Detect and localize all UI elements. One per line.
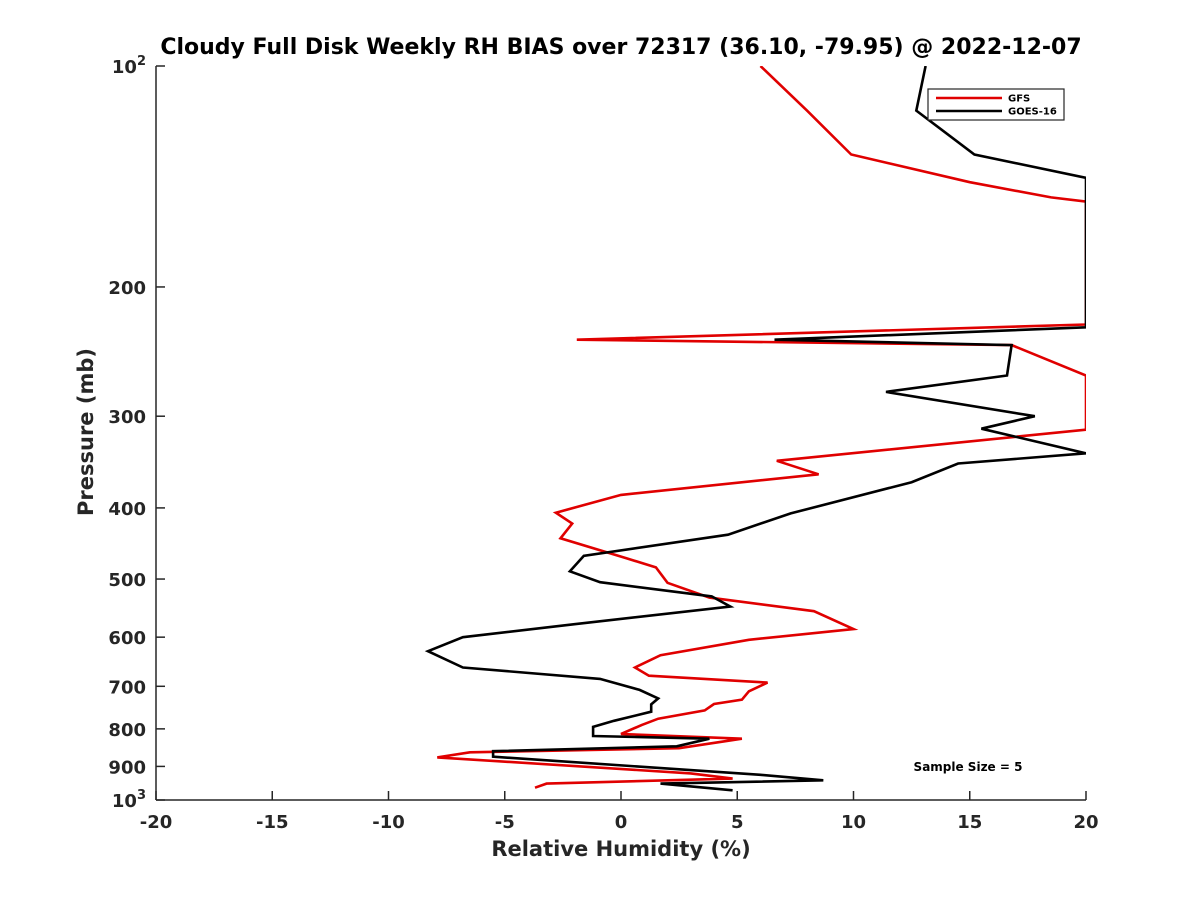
chart-title: Cloudy Full Disk Weekly RH BIAS over 723… xyxy=(160,35,1081,60)
x-tick-label: 20 xyxy=(1073,812,1098,833)
y-tick-label: 300 xyxy=(108,407,146,428)
y-tick-label: 500 xyxy=(108,570,146,591)
x-tick-label: 10 xyxy=(841,812,866,833)
legend-label: GOES-16 xyxy=(1008,107,1057,118)
y-tick-label: 900 xyxy=(108,757,146,778)
y-tick-label: 102 xyxy=(112,54,146,78)
y-tick-label: 600 xyxy=(108,628,146,649)
legend-label: GFS xyxy=(1008,94,1030,105)
y-tick-label: 800 xyxy=(108,720,146,741)
x-tick-label: -10 xyxy=(372,812,405,833)
series-line-goes-16 xyxy=(424,66,1086,792)
series-layer xyxy=(424,66,1086,792)
y-tick-label: 700 xyxy=(108,677,146,698)
y-axis-label: Pressure (mb) xyxy=(74,348,98,516)
plot-area xyxy=(156,66,1086,800)
x-tick-label: 0 xyxy=(615,812,628,833)
x-tick-label: -15 xyxy=(256,812,289,833)
x-tick-label: -5 xyxy=(495,812,515,833)
legend-box xyxy=(927,88,1065,121)
legend: GFS GOES-16 xyxy=(927,88,1065,121)
x-tick-label: -20 xyxy=(140,812,173,833)
x-axis-label: Relative Humidity (%) xyxy=(491,837,750,861)
x-tick-label: 15 xyxy=(957,812,982,833)
series-line-gfs xyxy=(437,66,1086,789)
y-tick-label: 400 xyxy=(108,499,146,520)
series-clip xyxy=(424,66,1086,792)
plot-background xyxy=(156,66,1086,800)
y-tick-label: 103 xyxy=(112,788,146,812)
y-tick-label: 200 xyxy=(108,278,146,299)
axes-layer: -20 -15 -10 -5 0 5 10 15 20 102 200 300 400 500 600 700… xyxy=(108,54,1098,833)
x-tick-label: 5 xyxy=(731,812,744,833)
sample-size-annotation: Sample Size = 5 xyxy=(914,760,1023,774)
